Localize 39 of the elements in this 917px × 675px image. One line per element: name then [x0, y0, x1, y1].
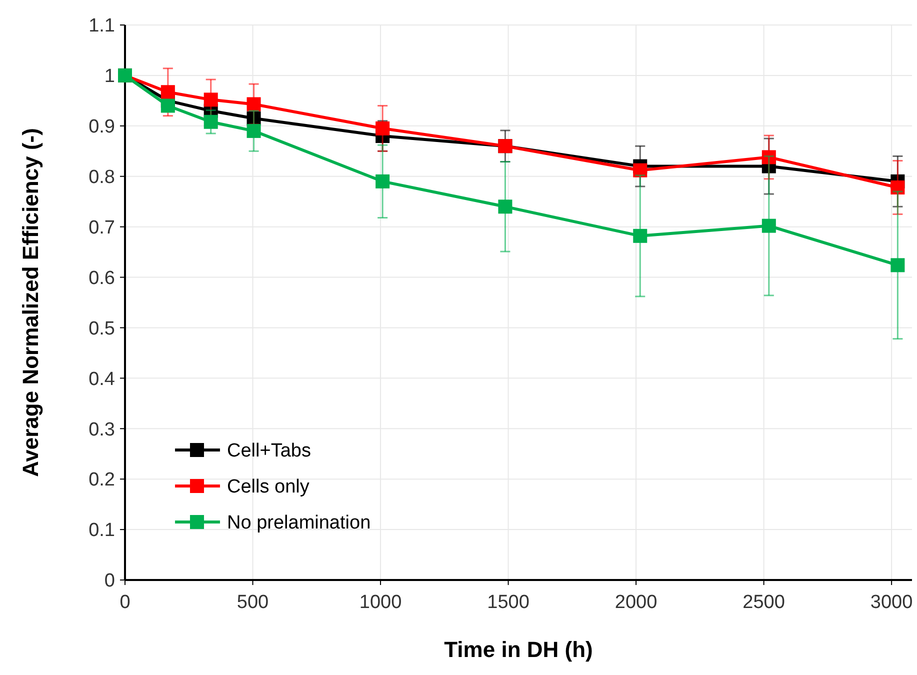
- point: [246, 124, 261, 138]
- point: [762, 218, 776, 233]
- y-tick-label: 0.4: [88, 368, 116, 390]
- x-tick-label: 1500: [487, 592, 530, 613]
- legend-label: Cells only: [227, 476, 310, 498]
- y-tick-label: 0.8: [88, 167, 115, 188]
- x-tick-label: 2500: [742, 592, 785, 613]
- x-tick-label: 500: [236, 592, 269, 613]
- point: [890, 180, 905, 194]
- y-tick-label: 0.6: [88, 268, 115, 289]
- point: [633, 228, 648, 243]
- y-tick-label: 0.5: [88, 318, 115, 340]
- point: [498, 200, 512, 214]
- point: [890, 258, 905, 272]
- x-tick-label: 1000: [359, 592, 402, 613]
- point: [160, 85, 175, 100]
- point: [204, 114, 218, 129]
- point: [160, 98, 175, 113]
- point: [633, 163, 648, 178]
- point: [204, 92, 218, 107]
- legend-label: No prelamination: [227, 512, 371, 534]
- y-tick-label: 0.3: [88, 419, 115, 440]
- point: [762, 150, 776, 164]
- y-axis-title: Average Normalized Efficiency (-): [18, 128, 43, 477]
- y-tick-label: 1.1: [88, 16, 115, 37]
- y-tick-label: 0.2: [88, 470, 115, 491]
- y-tick-label: 1: [104, 66, 115, 88]
- point: [376, 121, 390, 136]
- x-tick-label: 3000: [870, 592, 913, 613]
- y-tick-label: 0: [104, 570, 115, 592]
- y-tick-label: 0.1: [88, 520, 115, 542]
- point: [246, 97, 261, 112]
- x-axis-title: Time in DH (h): [444, 637, 593, 662]
- x-tick-label: 0: [120, 592, 130, 613]
- x-tick-label: 2000: [614, 592, 658, 613]
- point: [376, 174, 390, 188]
- legend-label: Cell+Tabs: [227, 440, 311, 462]
- y-tick-label: 0.7: [88, 217, 115, 238]
- y-tick-label: 0.9: [88, 116, 115, 138]
